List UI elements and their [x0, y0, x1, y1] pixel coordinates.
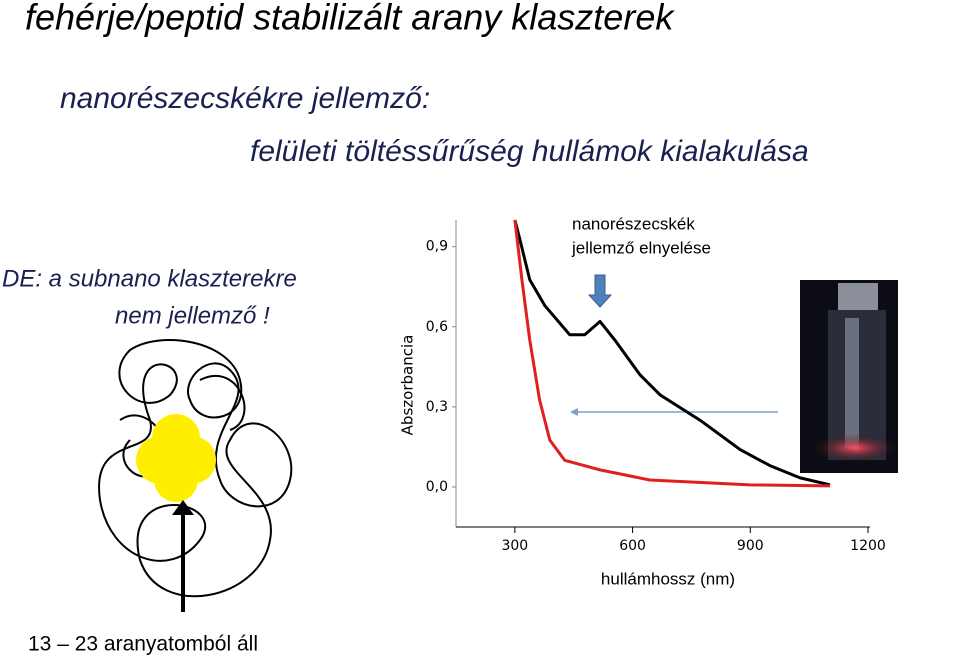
x-tick-label: 900	[737, 538, 764, 554]
caption: 13 – 23 aranyatomból áll	[28, 633, 258, 656]
spectrum-line	[513, 219, 831, 487]
left-arrow-head	[570, 408, 578, 416]
marker-arrow	[587, 274, 613, 308]
y-tick-label: 0,3	[426, 399, 448, 415]
x-tick-label: 300	[501, 538, 528, 554]
vial-photo	[800, 280, 898, 473]
arrow-head	[172, 500, 194, 515]
subtitle: nanorészecskékre jellemző:	[60, 82, 430, 115]
x-tick-label: 1200	[850, 538, 886, 554]
x-tick-label: 600	[619, 538, 646, 554]
y-tick-label: 0,9	[426, 239, 448, 255]
spectrum-line	[513, 219, 830, 488]
annotation: nanorészecskék	[572, 214, 695, 233]
title: fehérje/peptid stabilizált arany klaszte…	[25, 0, 675, 38]
gold-cluster	[136, 414, 216, 502]
y-tick-label: 0,6	[426, 319, 448, 335]
x-axis-label: hullámhossz (nm)	[601, 569, 735, 588]
plot: 0,0 0,3 0,6 0,9 300 600 900 1200 Abszorbancia hul…	[399, 214, 886, 588]
subtitle: felületi töltéssűrűség hullámok kialakul…	[250, 135, 809, 168]
annotation: jellemző elnyelése	[571, 238, 711, 257]
y-tick-label: 0,0	[426, 479, 448, 495]
y-axis-label: Abszorbancia	[399, 335, 417, 436]
note: nem jellemző !	[115, 302, 270, 329]
note: DE: a subnano klaszterekre	[2, 265, 297, 292]
